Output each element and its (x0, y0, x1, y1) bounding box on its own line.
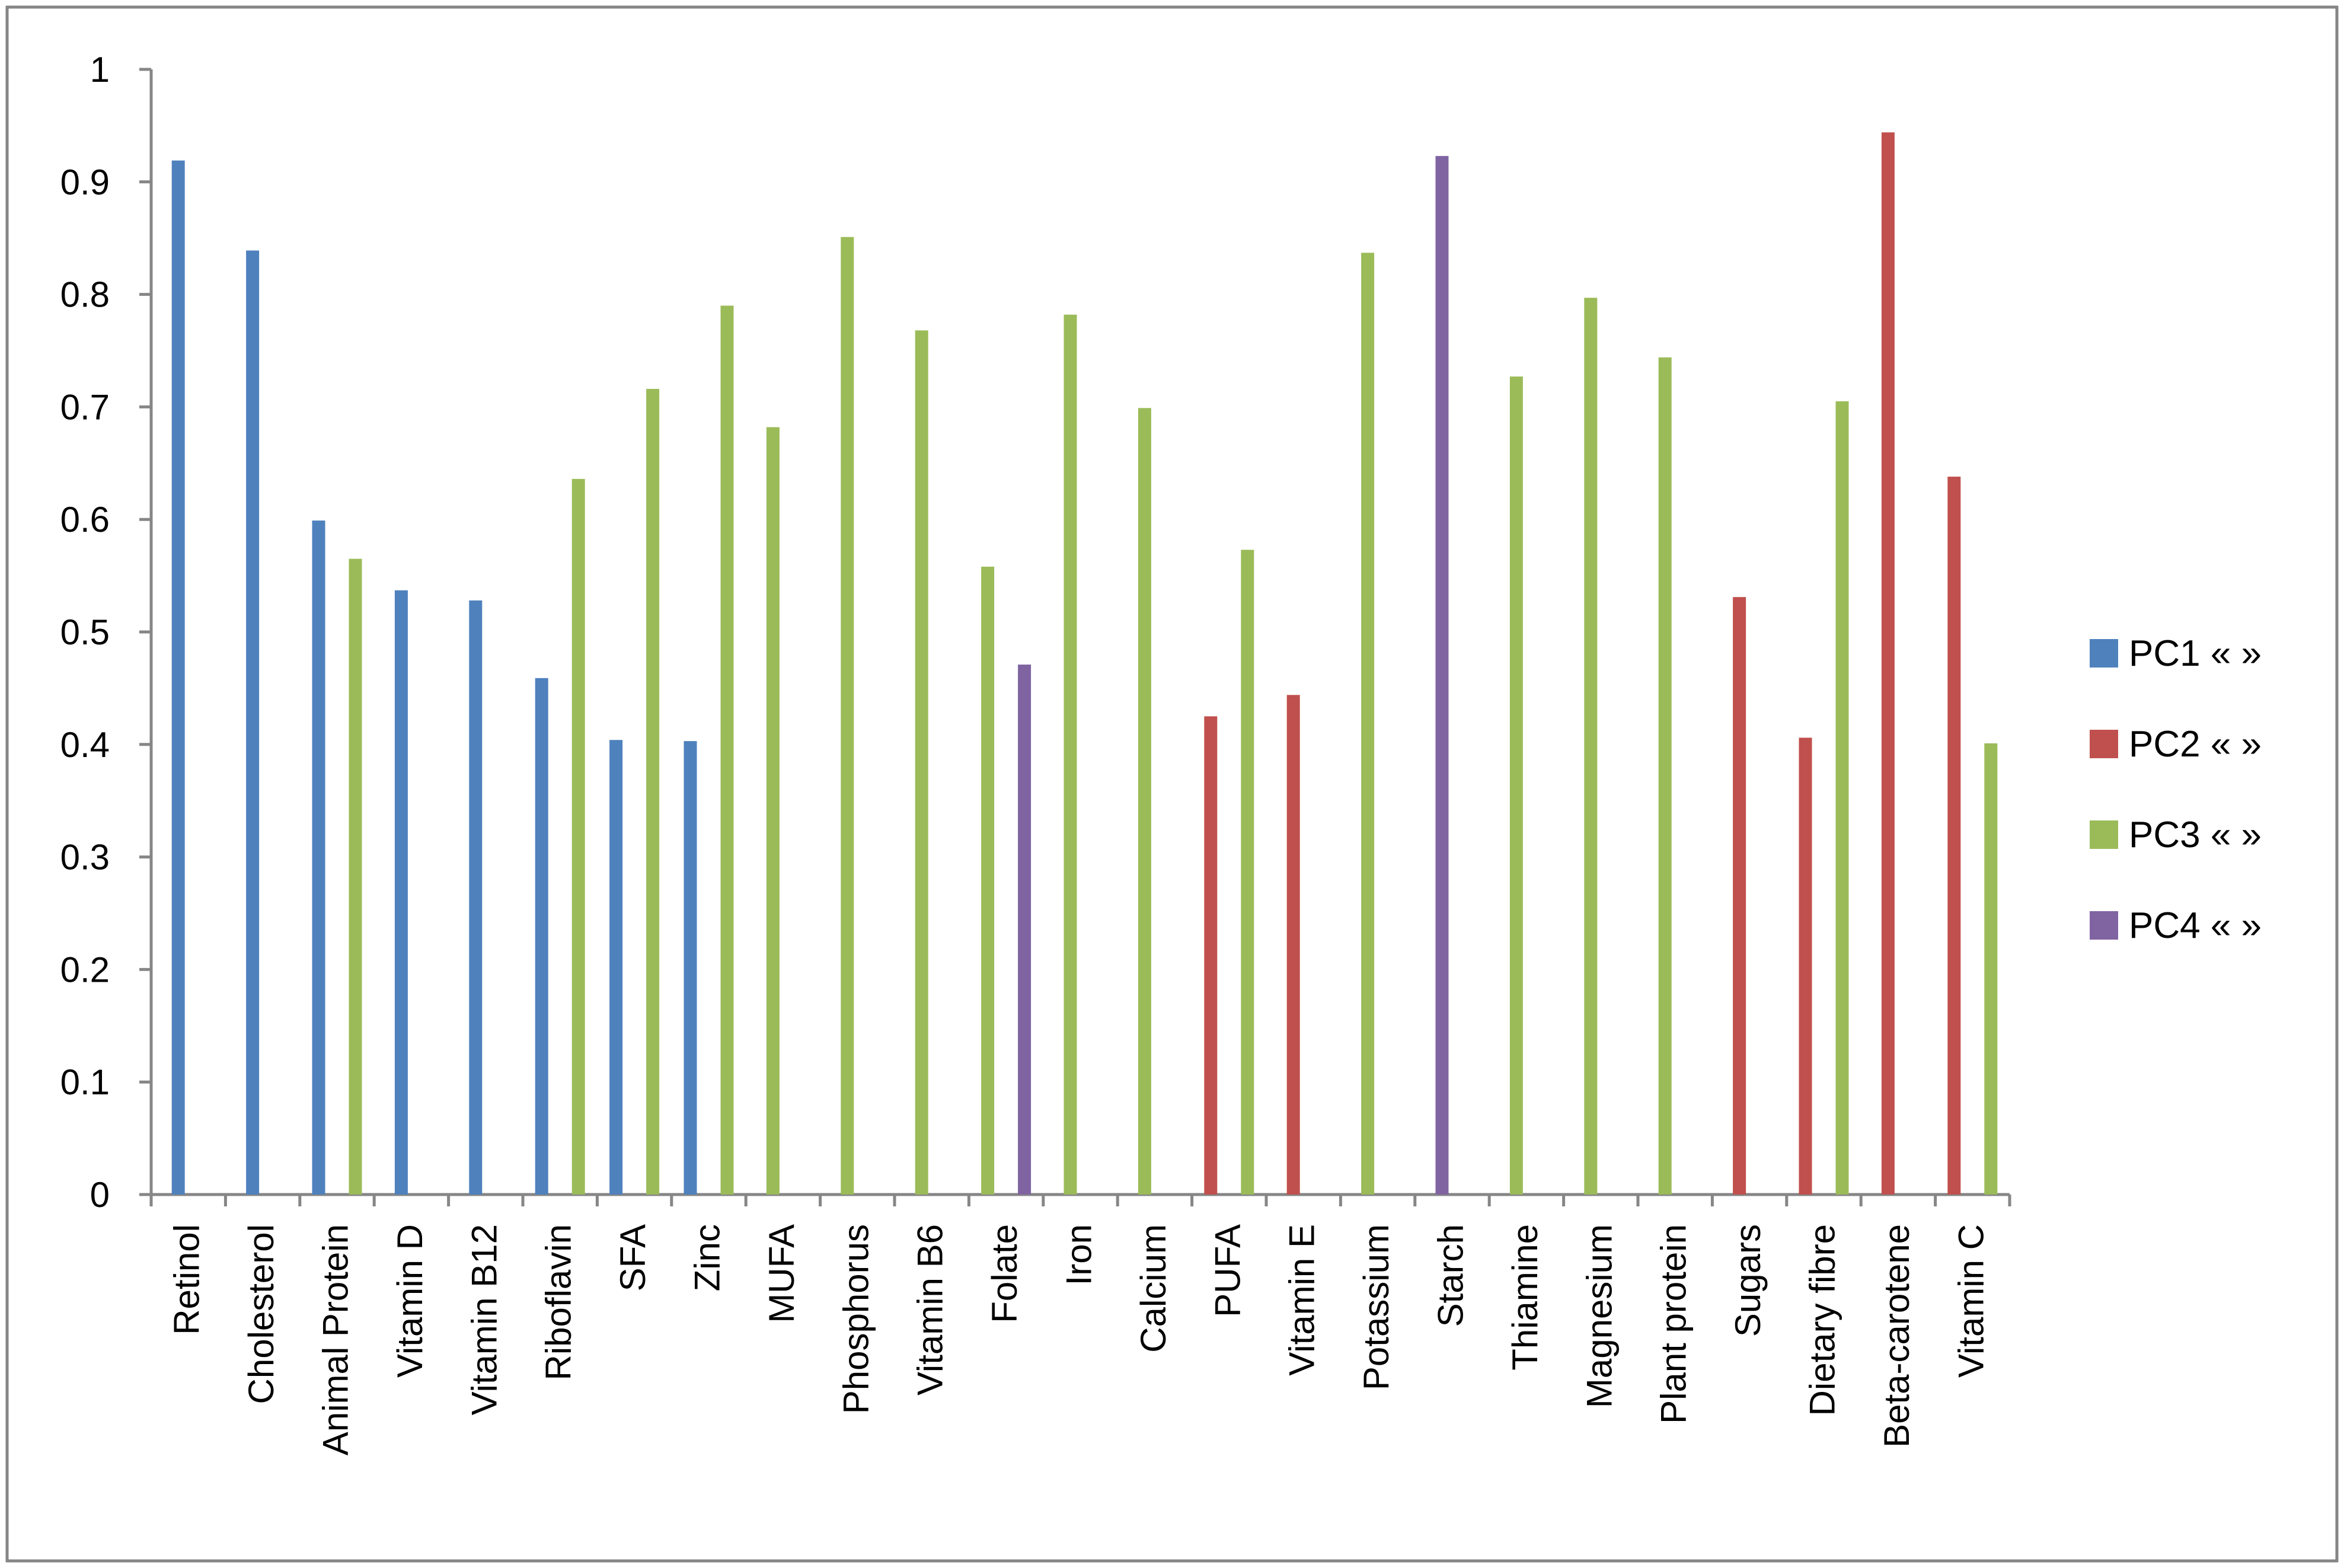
bar-3 (1509, 376, 1523, 1195)
y-tick-label: 0.1 (60, 1062, 110, 1102)
bar-1 (312, 520, 325, 1195)
y-tick-label: 0.6 (60, 500, 110, 539)
x-category-label: Vitamin B6 (911, 1224, 950, 1395)
x-category-label: Dietary fibre (1803, 1224, 1842, 1416)
bar-2 (1799, 737, 1812, 1195)
bar-3 (915, 330, 928, 1195)
x-category-label: Potassium (1356, 1224, 1396, 1390)
x-category-label: MUFA (762, 1224, 801, 1323)
x-category-label: Vitamin D (390, 1224, 430, 1378)
bar-1 (171, 160, 185, 1195)
bar-1 (684, 741, 697, 1195)
legend-label: PC2 « » (2129, 724, 2262, 765)
x-category-label: Folate (985, 1224, 1024, 1323)
bar-2 (1881, 132, 1895, 1195)
bar-3 (1138, 408, 1151, 1195)
bar-2 (1947, 477, 1961, 1195)
bar-1 (609, 740, 623, 1195)
x-category-label: Beta-carotene (1877, 1224, 1917, 1448)
legend-swatch (2090, 730, 2118, 758)
bar-1 (394, 590, 408, 1195)
y-tick-label: 0.2 (60, 950, 110, 989)
bar-2 (1733, 597, 1746, 1195)
x-category-label: Vitamin C (1951, 1224, 1991, 1378)
bar-1 (246, 250, 260, 1195)
y-tick-label: 0.9 (60, 162, 110, 202)
bar-3 (571, 478, 585, 1195)
bar-3 (349, 558, 362, 1195)
bar-3 (720, 305, 734, 1195)
x-category-label: Calcium (1133, 1224, 1173, 1353)
legend-swatch (2090, 639, 2118, 668)
x-category-label: Magnesium (1579, 1224, 1619, 1408)
bar-3 (981, 566, 995, 1195)
y-tick-label: 0.8 (60, 275, 110, 315)
x-category-label: Zinc (688, 1224, 727, 1291)
bar-3 (1361, 253, 1375, 1195)
y-tick-label: 0.3 (60, 838, 110, 877)
x-category-label: Thiamine (1505, 1224, 1545, 1371)
y-tick-label: 0 (90, 1175, 110, 1215)
x-category-label: PUFA (1208, 1224, 1247, 1317)
bar-3 (1984, 743, 1998, 1195)
x-category-label: Retinol (167, 1224, 207, 1335)
x-category-label: Vitamin B12 (464, 1224, 504, 1415)
x-category-label: Plant protein (1654, 1224, 1694, 1424)
legend-swatch (2090, 911, 2118, 940)
x-category-label: Phosphorus (836, 1224, 876, 1414)
bar-2 (1204, 716, 1218, 1195)
bar-1 (469, 600, 483, 1195)
bar-2 (1286, 695, 1300, 1195)
x-category-label: Cholesterol (241, 1224, 281, 1404)
bar-3 (1064, 314, 1077, 1195)
bar-3 (1835, 401, 1849, 1195)
x-category-label: Animal Protein (316, 1224, 356, 1455)
bar-4 (1435, 156, 1449, 1195)
x-category-label: SFA (613, 1224, 653, 1291)
y-tick-label: 0.5 (60, 612, 110, 652)
y-tick-label: 0.4 (60, 725, 110, 765)
x-category-label: Iron (1059, 1224, 1099, 1285)
x-category-label: Sugars (1728, 1224, 1768, 1337)
legend-label: PC1 « » (2129, 633, 2262, 674)
x-category-label: Riboflavin (539, 1224, 579, 1380)
bar-4 (1018, 665, 1032, 1195)
bar-3 (766, 427, 780, 1195)
bar-3 (841, 237, 854, 1195)
bar-1 (535, 678, 548, 1195)
legend-label: PC4 « » (2129, 905, 2262, 946)
bar-3 (646, 389, 660, 1195)
bar-3 (1584, 298, 1598, 1195)
legend-swatch (2090, 820, 2118, 849)
bar-3 (1241, 550, 1254, 1195)
bar-3 (1658, 357, 1672, 1195)
y-tick-label: 1 (90, 50, 110, 90)
x-category-label: Vitamin E (1282, 1224, 1322, 1376)
x-category-label: Starch (1431, 1224, 1471, 1327)
y-tick-label: 0.7 (60, 387, 110, 427)
legend-label: PC3 « » (2129, 815, 2262, 855)
